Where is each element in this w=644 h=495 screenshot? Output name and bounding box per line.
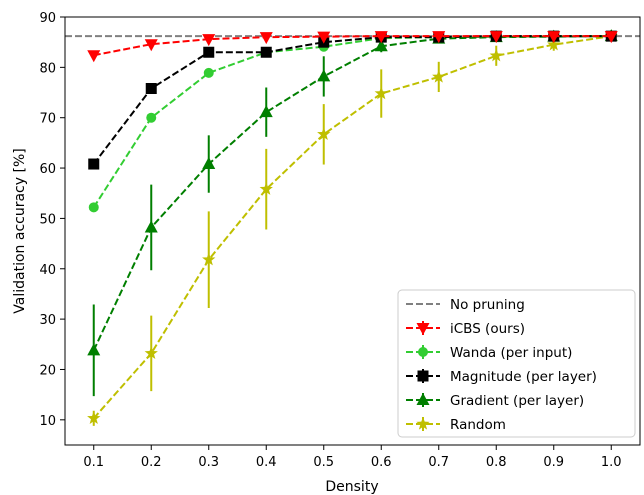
legend-entry-random: Random: [406, 417, 506, 433]
series-line: [93, 35, 612, 57]
y-tick-label: 60: [39, 162, 56, 177]
x-axis: 0.1 0.2 0.3 0.4 0.5 0.6 0.7 0.8 0.9 1.0: [83, 445, 622, 470]
data-point: [87, 343, 101, 356]
data-point: [374, 39, 388, 52]
legend-label: No pruning: [450, 297, 525, 313]
data-point: [374, 86, 388, 100]
legend-box: [397, 289, 636, 438]
legend-label: iCBS (ours): [450, 321, 525, 337]
data-point: [259, 105, 273, 118]
data-point: [317, 69, 331, 82]
legend-marker: [416, 417, 430, 430]
data-point: [259, 182, 273, 195]
data-point: [489, 48, 503, 62]
y-tick-label: 50: [39, 212, 56, 227]
data-point: [144, 346, 158, 360]
data-point: [432, 69, 446, 83]
y-tick-label: 20: [39, 363, 56, 378]
x-tick-label: 0.7: [428, 455, 449, 470]
y-tick-label: 90: [39, 11, 56, 26]
data-point: [203, 46, 215, 58]
legend-entry-icbs-ours: iCBS (ours): [406, 321, 525, 337]
y-tick-label: 40: [39, 263, 56, 278]
legend-label: Gradient (per layer): [450, 393, 584, 409]
legend-marker: [417, 370, 429, 382]
legend-label: Wanda (per input): [450, 345, 572, 361]
data-point: [202, 252, 216, 266]
legend-marker: [418, 347, 428, 357]
data-point: [202, 157, 216, 170]
x-tick-label: 1.0: [601, 455, 622, 470]
legend-marker: [416, 323, 430, 335]
data-point: [88, 158, 100, 170]
series-line: [93, 35, 612, 419]
y-tick-label: 10: [39, 414, 56, 429]
data-point: [203, 67, 214, 78]
data-point: [547, 37, 561, 51]
data-point: [317, 31, 331, 44]
data-point: [489, 31, 503, 44]
plot-frame: [64, 16, 641, 446]
legend-entry-gradient-per-layer: Gradient (per layer): [406, 393, 584, 409]
legend-entry-magnitude-per-layer: Magnitude (per layer): [406, 369, 597, 385]
data-point: [547, 31, 561, 44]
series-layer: [87, 29, 618, 426]
data-point: [317, 127, 331, 140]
x-tick-label: 0.2: [141, 455, 162, 470]
data-point: [260, 46, 272, 58]
y-axis: 10 20 30 40 50 60 70 80 90: [39, 11, 65, 429]
data-point: [88, 202, 99, 213]
data-point: [87, 50, 101, 63]
data-point: [374, 31, 388, 44]
y-axis-label: Validation accuracy [%]: [12, 148, 28, 313]
data-point: [604, 31, 618, 44]
data-point: [144, 39, 158, 52]
x-tick-label: 0.4: [256, 455, 277, 470]
x-tick-label: 0.3: [198, 455, 219, 470]
x-axis-label: Density: [325, 479, 378, 495]
legend-entry-wanda-per-input: Wanda (per input): [406, 345, 572, 361]
legend-marker: [416, 393, 430, 405]
x-tick-label: 0.8: [486, 455, 507, 470]
legend: No pruning iCBS (ours) Wanda (per input) Ma…: [397, 289, 636, 438]
data-point: [202, 34, 216, 47]
data-point: [146, 112, 157, 123]
x-tick-label: 0.9: [543, 455, 564, 470]
data-point: [144, 220, 158, 233]
data-point: [87, 411, 101, 424]
y-tick-label: 80: [39, 61, 56, 76]
legend-label: Magnitude (per layer): [450, 369, 597, 385]
legend-label: Random: [450, 417, 506, 433]
data-point: [259, 32, 273, 45]
x-tick-label: 0.5: [313, 455, 334, 470]
x-tick-label: 0.6: [371, 455, 392, 470]
data-point: [432, 31, 446, 44]
x-tick-label: 0.1: [83, 455, 104, 470]
series-icbs-ours: [87, 31, 618, 63]
y-tick-label: 30: [39, 313, 56, 328]
data-point: [145, 83, 157, 95]
y-tick-label: 70: [39, 112, 56, 127]
legend-entry-no-pruning: No pruning: [406, 297, 525, 313]
